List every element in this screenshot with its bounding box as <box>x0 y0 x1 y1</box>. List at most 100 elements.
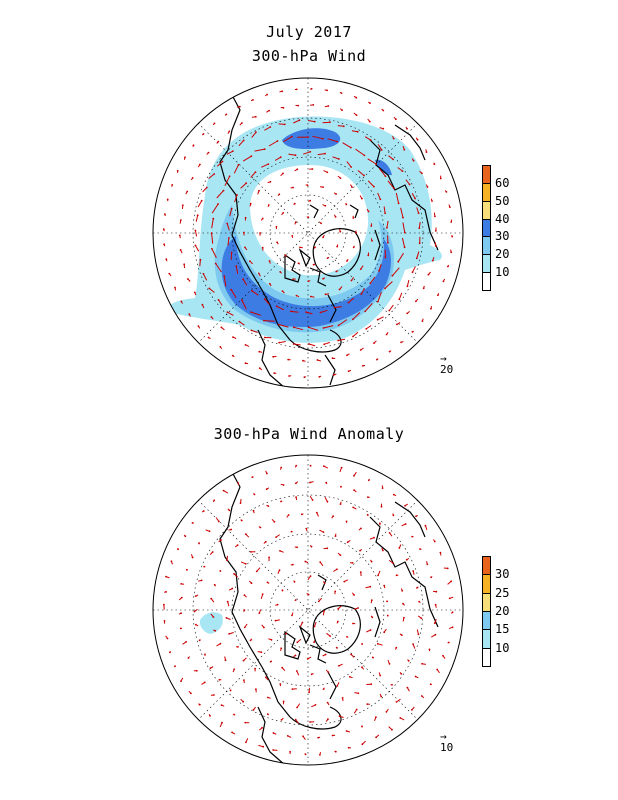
wind-vector-head <box>451 626 454 629</box>
wind-vector-head <box>217 203 220 205</box>
wind-vector-head <box>244 562 247 565</box>
wind-vector-head <box>395 118 397 121</box>
wind-vector-head <box>213 173 216 175</box>
wind-vector-head <box>268 556 270 559</box>
wind-vector-head <box>395 646 398 649</box>
wind-vector-head <box>261 246 264 249</box>
wind-vector-head <box>376 318 379 321</box>
wind-vector-head <box>285 632 287 635</box>
panel-title-wind: 300-hPa Wind <box>251 47 367 65</box>
wind-vector-head <box>199 258 202 261</box>
wind-vector <box>239 321 245 326</box>
wind-vector-head <box>450 251 453 254</box>
wind-vector-head <box>319 754 321 756</box>
wind-vector-head <box>392 137 395 140</box>
wind-vector-head <box>203 565 206 568</box>
wind-vector-head <box>264 336 266 339</box>
wind-vector-head <box>352 246 355 249</box>
jet-core-small <box>375 159 392 176</box>
wind-vector-head <box>196 214 199 217</box>
wind-vector <box>229 208 233 217</box>
wind-vector <box>215 263 222 273</box>
wind-vector-head <box>198 542 200 545</box>
wind-vector-head <box>445 191 448 193</box>
wind-vector-head <box>433 622 436 625</box>
wind-vector-head <box>439 551 442 554</box>
wind-vector-head <box>412 643 414 645</box>
colorbar-swatch <box>482 254 491 274</box>
wind-vector-head <box>411 271 414 274</box>
wind-vector-head <box>313 625 316 628</box>
wind-vector-head <box>327 105 330 107</box>
wind-vector-head <box>242 278 245 281</box>
wind-vector-head <box>336 568 338 571</box>
wind-vector <box>279 341 286 344</box>
wind-vector <box>194 245 200 252</box>
wind-vector <box>216 161 223 167</box>
wind-vector-head <box>212 217 215 220</box>
wind-vector-head <box>308 343 310 345</box>
wind-vector-head <box>353 594 355 596</box>
wind-vector-head <box>270 639 273 641</box>
wind-vector-head <box>420 695 423 697</box>
wind-vector-head <box>165 575 167 578</box>
wind-vector-head <box>434 633 437 636</box>
wind-vector-head <box>191 177 194 179</box>
wind-vector-head <box>211 551 214 553</box>
wind-vector-head <box>353 489 355 491</box>
wind-vector-head <box>224 659 227 662</box>
wind-vector-head <box>387 241 389 244</box>
wind-vector-head <box>249 202 252 205</box>
colorbar-tick-label: 30 <box>495 229 510 244</box>
wind-vector-head <box>294 599 297 601</box>
wind-vector-head <box>265 676 267 679</box>
wind-vector-head <box>294 718 297 721</box>
wind-vector-head <box>228 175 231 178</box>
wind-vector <box>238 140 245 147</box>
wind-vector-head <box>183 263 186 266</box>
wind-vector-head <box>384 287 386 290</box>
wind-vector <box>235 266 239 274</box>
wind-vector-head <box>304 753 307 756</box>
wind-vector <box>242 155 252 162</box>
wind-vector-head <box>211 248 213 250</box>
wind-vector-head <box>213 694 215 696</box>
wind-vector <box>208 288 215 293</box>
anomaly-shading <box>153 455 463 765</box>
wind-vector <box>223 276 227 287</box>
wind-vector-head <box>383 631 386 634</box>
wind-vector-head <box>261 217 264 220</box>
colorbar-swatch <box>482 592 491 612</box>
wind-vector-head <box>416 138 419 141</box>
wind-vector-head <box>295 464 298 467</box>
wind-vector-head <box>243 626 246 629</box>
wind-vector-head <box>192 144 195 147</box>
wind-vector <box>226 150 234 155</box>
wind-vector-head <box>296 168 299 171</box>
wind-vector-head <box>226 559 228 562</box>
wind-vector-head <box>411 709 413 711</box>
wind-vector-head <box>165 591 168 593</box>
wind-vector-head <box>338 715 341 718</box>
jet-core <box>221 236 392 328</box>
wind-vector-head <box>372 656 374 659</box>
wind-vector-head <box>245 182 248 185</box>
wind-vector-head <box>371 239 373 242</box>
wind-vector-head <box>351 562 354 564</box>
wind-vector-head <box>347 301 350 304</box>
wind-vector-head <box>414 675 417 678</box>
wind-vector <box>251 290 259 296</box>
wind-vector-head <box>402 216 404 219</box>
wind-vector <box>242 278 248 286</box>
wind-vector <box>352 331 359 337</box>
wind-vector-head <box>252 709 255 711</box>
wind-vector-head <box>240 519 243 522</box>
wind-vector-head <box>313 641 315 643</box>
wind-vector <box>401 237 406 248</box>
wind-vector-head <box>380 149 383 151</box>
wind-vector-head <box>435 590 438 593</box>
wind-vector-head <box>309 199 312 202</box>
wind-vector-head <box>232 336 234 338</box>
wind-vector-head <box>270 660 272 663</box>
wind-vector <box>338 338 346 341</box>
